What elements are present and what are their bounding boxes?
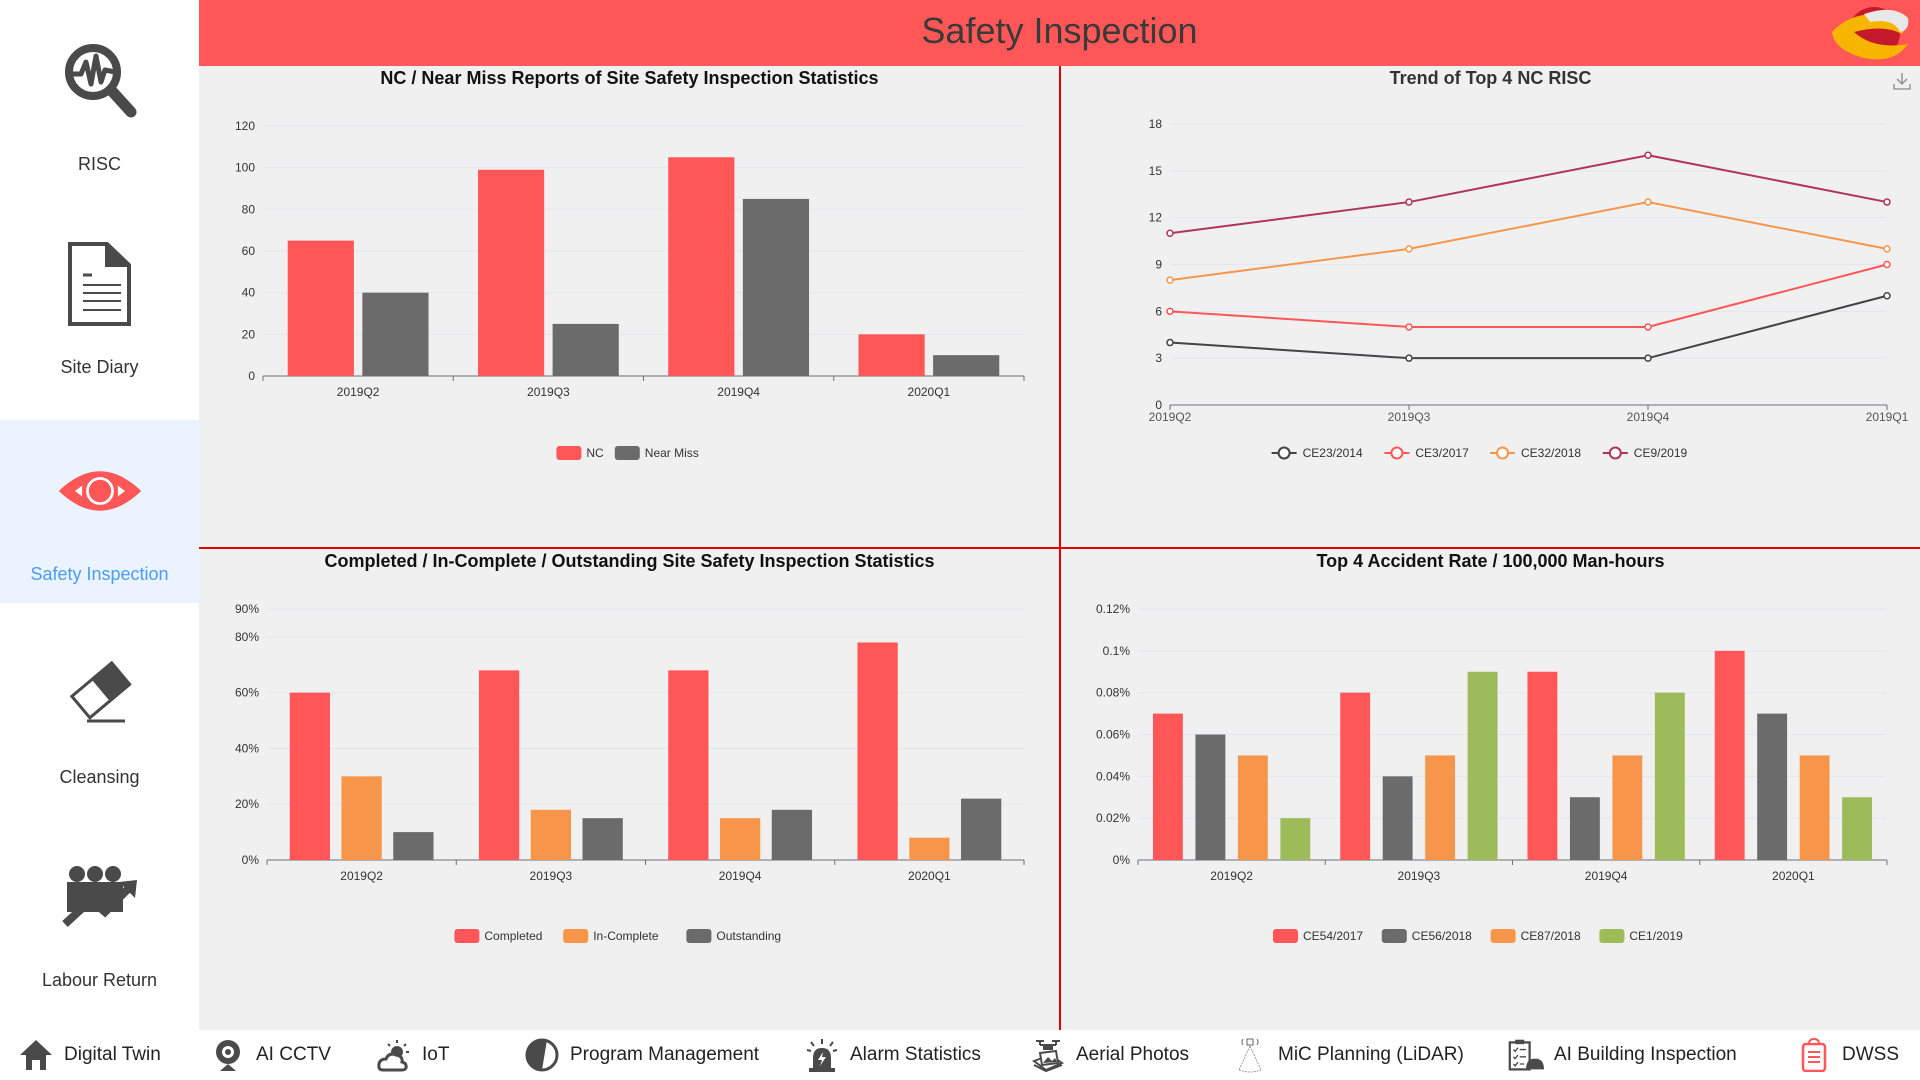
nav-label: Alarm Statistics	[850, 1044, 981, 1065]
sidebar-item-risc[interactable]: RISC	[0, 10, 199, 193]
nav-alarm-statistics[interactable]: Alarm Statistics	[804, 1030, 981, 1080]
header: Safety Inspection	[199, 0, 1920, 66]
brand-logo	[1824, 4, 1912, 62]
nav-label: IoT	[422, 1044, 450, 1065]
nav-label: AI Building Inspection	[1554, 1044, 1737, 1065]
weather-cloud-icon	[376, 1037, 412, 1073]
nav-label: Program Management	[570, 1044, 760, 1065]
sidebar-item-labour-return[interactable]: Labour Return	[0, 826, 199, 1009]
page-title: Safety Inspection	[921, 10, 1198, 51]
nav-iot[interactable]: IoT	[376, 1030, 449, 1080]
sidebar-item-safety-inspection[interactable]: Safety Inspection	[0, 420, 199, 603]
nav-aerial-photos[interactable]: Aerial Photos	[1030, 1030, 1189, 1080]
nav-label: DWSS	[1842, 1044, 1899, 1065]
nav-label: MiC Planning (LiDAR)	[1278, 1044, 1464, 1065]
sidebar: RISC Site Diary Safety Inspection Cleans…	[0, 0, 200, 1030]
sidebar-item-label: Cleansing	[59, 767, 140, 787]
nav-ai-building-inspection[interactable]: AI Building Inspection	[1508, 1030, 1737, 1080]
clipboard-helmet-icon	[1508, 1037, 1544, 1073]
document-icon	[57, 241, 143, 327]
workers-trend-icon	[57, 854, 143, 940]
alarm-siren-icon	[804, 1037, 840, 1073]
sidebar-item-label: Labour Return	[41, 970, 158, 990]
chart-title-inspection-status: Completed / In-Complete / Outstanding Si…	[324, 551, 935, 571]
home-icon	[18, 1037, 54, 1073]
eye-icon	[57, 448, 143, 534]
lidar-icon	[1232, 1037, 1268, 1073]
bottom-nav: Digital Twin AI CCTV IoT Program Managem…	[0, 1030, 1920, 1080]
nav-label: AI CCTV	[256, 1044, 331, 1065]
drone-photos-icon	[1030, 1037, 1066, 1073]
nav-program-management[interactable]: Program Management	[524, 1030, 759, 1080]
chart-title-accident-rate: Top 4 Accident Rate / 100,000 Man-hours	[1316, 551, 1665, 571]
nav-mic-planning[interactable]: MiC Planning (LiDAR)	[1232, 1030, 1464, 1080]
nav-dwss[interactable]: DWSS	[1796, 1030, 1899, 1080]
sidebar-item-cleansing[interactable]: Cleansing	[0, 623, 199, 806]
chart-title-nc-risc-trend: Trend of Top 4 NC RISC	[1389, 68, 1592, 88]
divider-horizontal	[199, 547, 1920, 549]
nav-ai-cctv[interactable]: AI CCTV	[210, 1030, 331, 1080]
clipboard-red-icon	[1796, 1037, 1832, 1073]
webcam-icon	[210, 1037, 246, 1073]
sidebar-item-label: RISC	[77, 154, 121, 174]
nav-label: Aerial Photos	[1076, 1044, 1190, 1065]
magnifier-pulse-icon	[57, 38, 143, 124]
sidebar-item-site-diary[interactable]: Site Diary	[0, 213, 199, 396]
chart-title-nc-near-miss: NC / Near Miss Reports of Site Safety In…	[380, 68, 879, 88]
sidebar-item-label: Site Diary	[60, 357, 139, 377]
eraser-icon	[57, 651, 143, 737]
nav-digital-twin[interactable]: Digital Twin	[18, 1030, 161, 1080]
download-icon[interactable]	[1893, 72, 1911, 90]
half-circle-icon	[524, 1037, 560, 1073]
sidebar-item-label: Safety Inspection	[30, 564, 169, 584]
nav-label: Digital Twin	[64, 1044, 161, 1065]
